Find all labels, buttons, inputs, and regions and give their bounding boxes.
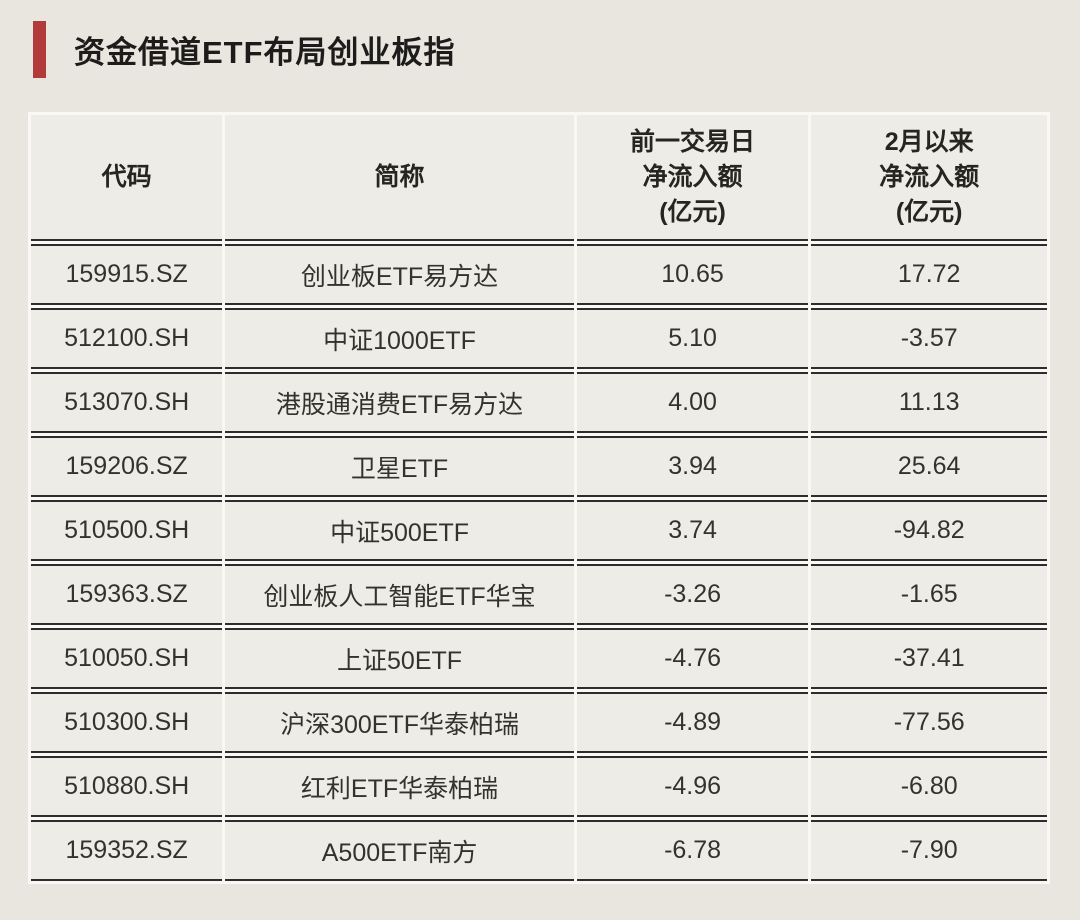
table-row: 510880.SH 红利ETF华泰柏瑞 -4.96 -6.80 xyxy=(31,756,1047,817)
cell-since-feb-inflow: 25.64 xyxy=(811,436,1047,497)
cell-prev-day-inflow: -4.96 xyxy=(576,756,809,817)
table-row: 512100.SH 中证1000ETF 5.10 -3.57 xyxy=(31,308,1047,369)
cell-prev-day-inflow: 3.94 xyxy=(576,436,809,497)
cell-prev-day-inflow: 5.10 xyxy=(576,308,809,369)
cell-prev-day-inflow: 4.00 xyxy=(576,372,809,433)
column-header-since-feb-inflow: 2月以来 净流入额 (亿元) xyxy=(811,115,1047,241)
cell-since-feb-inflow: -1.65 xyxy=(811,564,1047,625)
column-header-prev-day-inflow: 前一交易日 净流入额 (亿元) xyxy=(576,115,809,241)
cell-code: 159352.SZ xyxy=(31,820,223,881)
cell-name: 红利ETF华泰柏瑞 xyxy=(225,756,574,817)
cell-since-feb-inflow: -77.56 xyxy=(811,692,1047,753)
table-header-row: 代码 简称 前一交易日 净流入额 (亿元) 2月以来 净流入额 (亿元) xyxy=(31,115,1047,241)
column-header-code: 代码 xyxy=(31,115,223,241)
cell-prev-day-inflow: -4.89 xyxy=(576,692,809,753)
cell-name: A500ETF南方 xyxy=(225,820,574,881)
cell-code: 159915.SZ xyxy=(31,244,223,305)
cell-name: 卫星ETF xyxy=(225,436,574,497)
table-row: 510300.SH 沪深300ETF华泰柏瑞 -4.89 -77.56 xyxy=(31,692,1047,753)
cell-code: 510880.SH xyxy=(31,756,223,817)
cell-code: 510300.SH xyxy=(31,692,223,753)
cell-code: 159206.SZ xyxy=(31,436,223,497)
cell-code: 513070.SH xyxy=(31,372,223,433)
cell-prev-day-inflow: -6.78 xyxy=(576,820,809,881)
table-row: 159352.SZ A500ETF南方 -6.78 -7.90 xyxy=(31,820,1047,881)
cell-name: 上证50ETF xyxy=(225,628,574,689)
cell-prev-day-inflow: -4.76 xyxy=(576,628,809,689)
cell-code: 159363.SZ xyxy=(31,564,223,625)
table-row: 159206.SZ 卫星ETF 3.94 25.64 xyxy=(31,436,1047,497)
cell-since-feb-inflow: -6.80 xyxy=(811,756,1047,817)
cell-prev-day-inflow: 3.74 xyxy=(576,500,809,561)
cell-since-feb-inflow: -7.90 xyxy=(811,820,1047,881)
cell-prev-day-inflow: 10.65 xyxy=(576,244,809,305)
cell-code: 510500.SH xyxy=(31,500,223,561)
cell-name: 创业板ETF易方达 xyxy=(225,244,574,305)
table-row: 510500.SH 中证500ETF 3.74 -94.82 xyxy=(31,500,1047,561)
table-row: 159915.SZ 创业板ETF易方达 10.65 17.72 xyxy=(31,244,1047,305)
cell-name: 沪深300ETF华泰柏瑞 xyxy=(225,692,574,753)
cell-since-feb-inflow: 11.13 xyxy=(811,372,1047,433)
title-accent-bar xyxy=(33,20,46,78)
cell-name: 创业板人工智能ETF华宝 xyxy=(225,564,574,625)
table-row: 510050.SH 上证50ETF -4.76 -37.41 xyxy=(31,628,1047,689)
cell-name: 中证1000ETF xyxy=(225,308,574,369)
cell-name: 港股通消费ETF易方达 xyxy=(225,372,574,433)
cell-code: 510050.SH xyxy=(31,628,223,689)
cell-code: 512100.SH xyxy=(31,308,223,369)
cell-name: 中证500ETF xyxy=(225,500,574,561)
etf-net-inflow-table: 代码 简称 前一交易日 净流入额 (亿元) 2月以来 净流入额 (亿元) 159… xyxy=(28,112,1050,884)
cell-since-feb-inflow: 17.72 xyxy=(811,244,1047,305)
figure-title: 资金借道ETF布局创业板指 xyxy=(74,34,456,70)
table-row: 513070.SH 港股通消费ETF易方达 4.00 11.13 xyxy=(31,372,1047,433)
figure-title-block: 资金借道ETF布局创业板指 xyxy=(33,20,456,78)
cell-since-feb-inflow: -3.57 xyxy=(811,308,1047,369)
cell-since-feb-inflow: -37.41 xyxy=(811,628,1047,689)
cell-since-feb-inflow: -94.82 xyxy=(811,500,1047,561)
cell-prev-day-inflow: -3.26 xyxy=(576,564,809,625)
table-row: 159363.SZ 创业板人工智能ETF华宝 -3.26 -1.65 xyxy=(31,564,1047,625)
column-header-name: 简称 xyxy=(225,115,574,241)
